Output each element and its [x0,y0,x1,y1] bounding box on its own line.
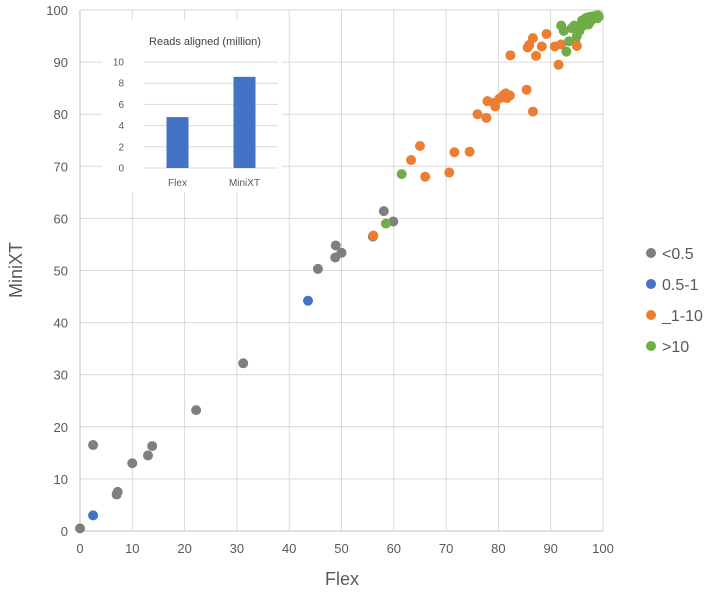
inset-tick-labels: 0 2 4 6 8 10 [113,58,125,175]
y-tick-label: 10 [54,472,68,487]
legend-label: 0.5-1 [662,277,699,294]
legend-label: >10 [662,339,689,356]
data-point [312,263,323,274]
data-point [490,101,501,112]
inset-category-label: MiniXT [229,178,260,189]
data-point [576,21,587,32]
data-point [553,59,564,70]
inset-grid [144,61,278,169]
data-point [561,46,572,57]
data-point [191,405,202,416]
data-point [420,171,431,182]
legend-marker [646,248,656,258]
x-tick-label: 50 [334,541,348,556]
data-point [406,155,417,166]
inset-bars [166,76,256,168]
x-tick-label: 90 [543,541,557,556]
data-point [505,50,516,61]
inset-title: Reads aligned (million) [149,36,261,48]
y-tick-label: 40 [54,316,68,331]
data-points [75,10,604,534]
x-axis-title: Flex [325,569,359,589]
data-point [527,106,538,117]
y-tick-label: 20 [54,420,68,435]
inset-category-labels: Flex MiniXT [168,178,260,189]
legend-marker [646,341,656,351]
y-tick-label: 50 [54,264,68,279]
inset-bar [166,117,189,168]
x-tick-label: 10 [125,541,139,556]
x-tick-label: 70 [439,541,453,556]
x-tick-label: 0 [76,541,83,556]
data-point [521,84,532,95]
data-point [380,218,391,229]
inset-y-tick-label: 0 [118,164,124,175]
data-point [464,146,475,157]
legend-label: <0.5 [662,246,694,263]
y-tick-label: 60 [54,211,68,226]
x-tick-label: 100 [592,541,614,556]
data-point [112,486,123,497]
inset-bar [233,76,256,168]
x-tick-label: 20 [177,541,191,556]
data-point [238,358,249,369]
x-tick-label: 30 [230,541,244,556]
inset-y-tick-label: 6 [118,100,124,111]
data-point [75,523,85,534]
data-point [504,90,515,101]
data-point [368,230,379,241]
data-point [127,458,138,469]
data-point [444,167,455,178]
axes [79,10,603,532]
data-point [414,140,425,151]
data-point [330,240,341,251]
data-point [378,206,389,217]
legend-label: _1-10 [661,308,703,325]
legend: <0.5 0.5-1 _1-10 >10 [646,246,703,356]
data-point [564,36,575,47]
data-point [449,147,460,158]
data-point [303,295,314,306]
data-point [592,13,603,24]
legend-marker [646,310,656,320]
y-tick-label: 70 [54,159,68,174]
y-axis-title: MiniXT [6,242,26,298]
data-point [142,450,153,461]
data-point [556,39,567,50]
data-point [472,109,483,120]
data-point [396,169,407,180]
data-point [88,440,99,451]
data-point [531,50,542,61]
data-point [147,441,158,452]
inset-y-tick-label: 4 [118,121,124,132]
legend-marker [646,279,656,289]
data-point [558,25,569,36]
y-tick-label: 80 [54,107,68,122]
x-tick-label: 60 [387,541,401,556]
inset-y-tick-label: 8 [118,79,124,90]
y-tick-label: 90 [54,55,68,70]
data-point [336,247,347,258]
data-point [88,510,99,521]
data-point [541,28,552,39]
y-tick-label: 30 [54,368,68,383]
data-point [571,40,582,51]
inset-bar-chart: Reads aligned (million) 0 2 4 6 8 10 Flex Mini… [102,20,282,192]
x-tick-label: 80 [491,541,505,556]
inset-y-tick-label: 2 [118,142,124,153]
y-tick-label: 0 [61,524,68,539]
data-point [527,33,538,44]
inset-category-label: Flex [168,178,187,189]
inset-y-tick-label: 10 [113,58,125,69]
y-tick-label: 100 [46,3,68,18]
data-point [481,112,492,123]
tick-labels: 0 10 20 30 40 50 60 70 80 90 100010203040506070809… [46,3,614,556]
data-point [536,41,547,52]
x-tick-label: 40 [282,541,296,556]
